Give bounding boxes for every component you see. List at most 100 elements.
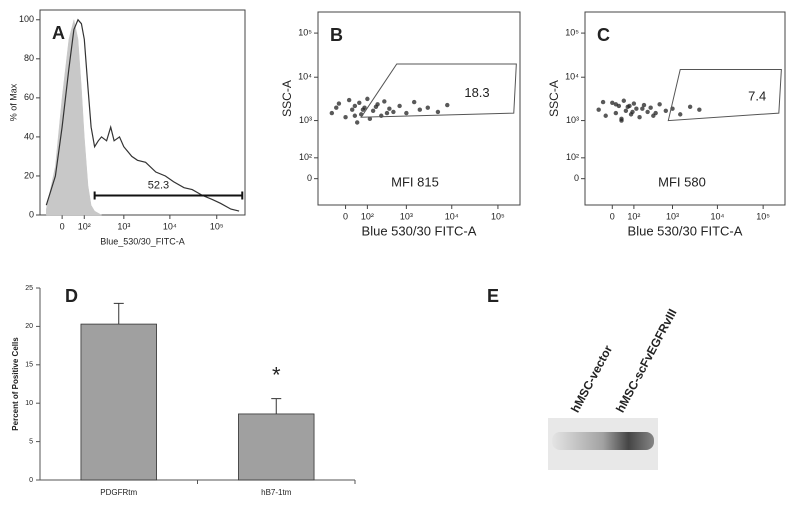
event-dot: [634, 106, 639, 111]
event-dot: [678, 112, 683, 117]
event-dot: [334, 105, 339, 110]
event-dot: [435, 109, 441, 115]
event-dot: [603, 113, 608, 118]
x-tick-label: 10²: [627, 211, 640, 221]
event-dot: [384, 110, 390, 116]
y-tick-label: 20: [25, 323, 33, 330]
y-tick-label: 80: [24, 53, 34, 63]
x-tick-label: 10⁴: [445, 211, 459, 221]
x-tick-label: 10³: [666, 211, 679, 221]
significance-mark: *: [272, 362, 281, 387]
event-dot: [445, 102, 450, 108]
plot-frame: [39, 9, 246, 216]
event-dot: [365, 96, 370, 102]
event-dot: [370, 108, 376, 113]
event-dot: [387, 106, 392, 111]
y-tick-label: 10³: [299, 115, 312, 125]
event-dot: [343, 115, 348, 120]
error-bar: [113, 302, 124, 325]
event-dot: [630, 109, 635, 115]
event-dot: [697, 107, 702, 112]
gate-label: 18.3: [464, 85, 489, 100]
y-tick-label: 0: [29, 209, 34, 219]
event-dot: [657, 102, 662, 107]
event-dot: [354, 120, 360, 125]
gate: [667, 68, 782, 122]
x-tick-label: 10³: [400, 211, 413, 221]
blot-band: [552, 432, 654, 450]
y-tick-label: 10³: [566, 115, 579, 125]
y-tick-label: 40: [24, 131, 34, 141]
x-tick-label: 10⁴: [163, 221, 177, 231]
y-tick-label: 60: [24, 92, 34, 102]
annotation: MFI 580: [658, 174, 706, 189]
x-tick-label: 10⁵: [210, 221, 224, 231]
gate-label: 52.3: [148, 179, 169, 191]
y-tick-label: 0: [574, 173, 579, 183]
y-tick-label: 5: [29, 438, 33, 445]
lane-label: hMSC-scFvEGFRvIII: [613, 306, 680, 414]
annotation: MFI 815: [391, 174, 439, 189]
x-tick-label: 10⁵: [756, 211, 770, 221]
bar: [80, 323, 157, 481]
y-tick-label: 20: [24, 170, 34, 180]
y-tick-label: 0: [307, 173, 312, 183]
y-tick-label: 10²: [299, 152, 312, 162]
y-axis-label: SSC-A: [280, 80, 294, 117]
event-dot: [663, 108, 669, 113]
event-dot: [367, 116, 373, 122]
x-axis-label: Blue 530/30 FITC-A: [362, 223, 477, 238]
event-dot: [391, 109, 396, 115]
x-tick-label: PDGFRtm: [100, 488, 137, 497]
event-dot: [357, 100, 362, 106]
y-tick-label: 15: [25, 362, 33, 369]
event-dot: [645, 109, 650, 115]
event-dot: [352, 103, 358, 109]
event-dot: [397, 103, 402, 109]
event-dot: [613, 102, 619, 107]
event-dot: [596, 107, 601, 112]
event-dot: [350, 107, 355, 112]
event-dot: [613, 110, 619, 116]
event-dot: [352, 113, 358, 118]
histogram-area: [46, 19, 103, 216]
panel-label: D: [65, 286, 78, 306]
y-tick-label: 10⁵: [565, 27, 579, 37]
event-dot: [411, 99, 417, 105]
event-dot: [641, 102, 647, 108]
x-axis-label: Blue 530/30 FITC-A: [628, 223, 743, 238]
event-dot: [336, 101, 342, 106]
x-tick-label: 10⁵: [491, 211, 505, 221]
event-dot: [648, 105, 653, 110]
y-axis-label: SSC-A: [547, 80, 561, 117]
x-tick-label: 10⁴: [710, 211, 724, 221]
event-dot: [404, 110, 409, 116]
event-dot: [600, 99, 606, 105]
y-tick-label: 100: [19, 14, 34, 24]
x-axis-label: Blue_530/30_FITC-A: [100, 236, 185, 246]
event-dot: [619, 118, 624, 123]
plot-frame: [317, 11, 521, 206]
y-tick-label: 0: [29, 477, 33, 484]
event-dot: [379, 113, 384, 118]
x-tick-label: 0: [343, 211, 348, 221]
gate: [360, 63, 517, 118]
gate-label: 7.4: [748, 89, 766, 104]
y-tick-label: 10²: [566, 152, 579, 162]
y-tick-label: 10⁴: [298, 72, 312, 82]
event-dot: [382, 99, 387, 104]
event-dot: [417, 107, 423, 112]
event-dot: [610, 100, 615, 106]
lane-label: hMSC-vector: [568, 343, 615, 415]
event-dot: [637, 115, 642, 120]
x-tick-label: hB7-1tm: [261, 488, 292, 497]
plot-frame: [584, 11, 786, 206]
x-tick-label: 10³: [117, 221, 130, 231]
x-tick-label: 0: [60, 221, 65, 231]
x-tick-label: 10²: [78, 221, 91, 231]
panel-label: A: [52, 23, 65, 43]
event-dot: [687, 104, 693, 110]
event-dot: [631, 101, 637, 106]
x-tick-label: 10²: [361, 211, 374, 221]
